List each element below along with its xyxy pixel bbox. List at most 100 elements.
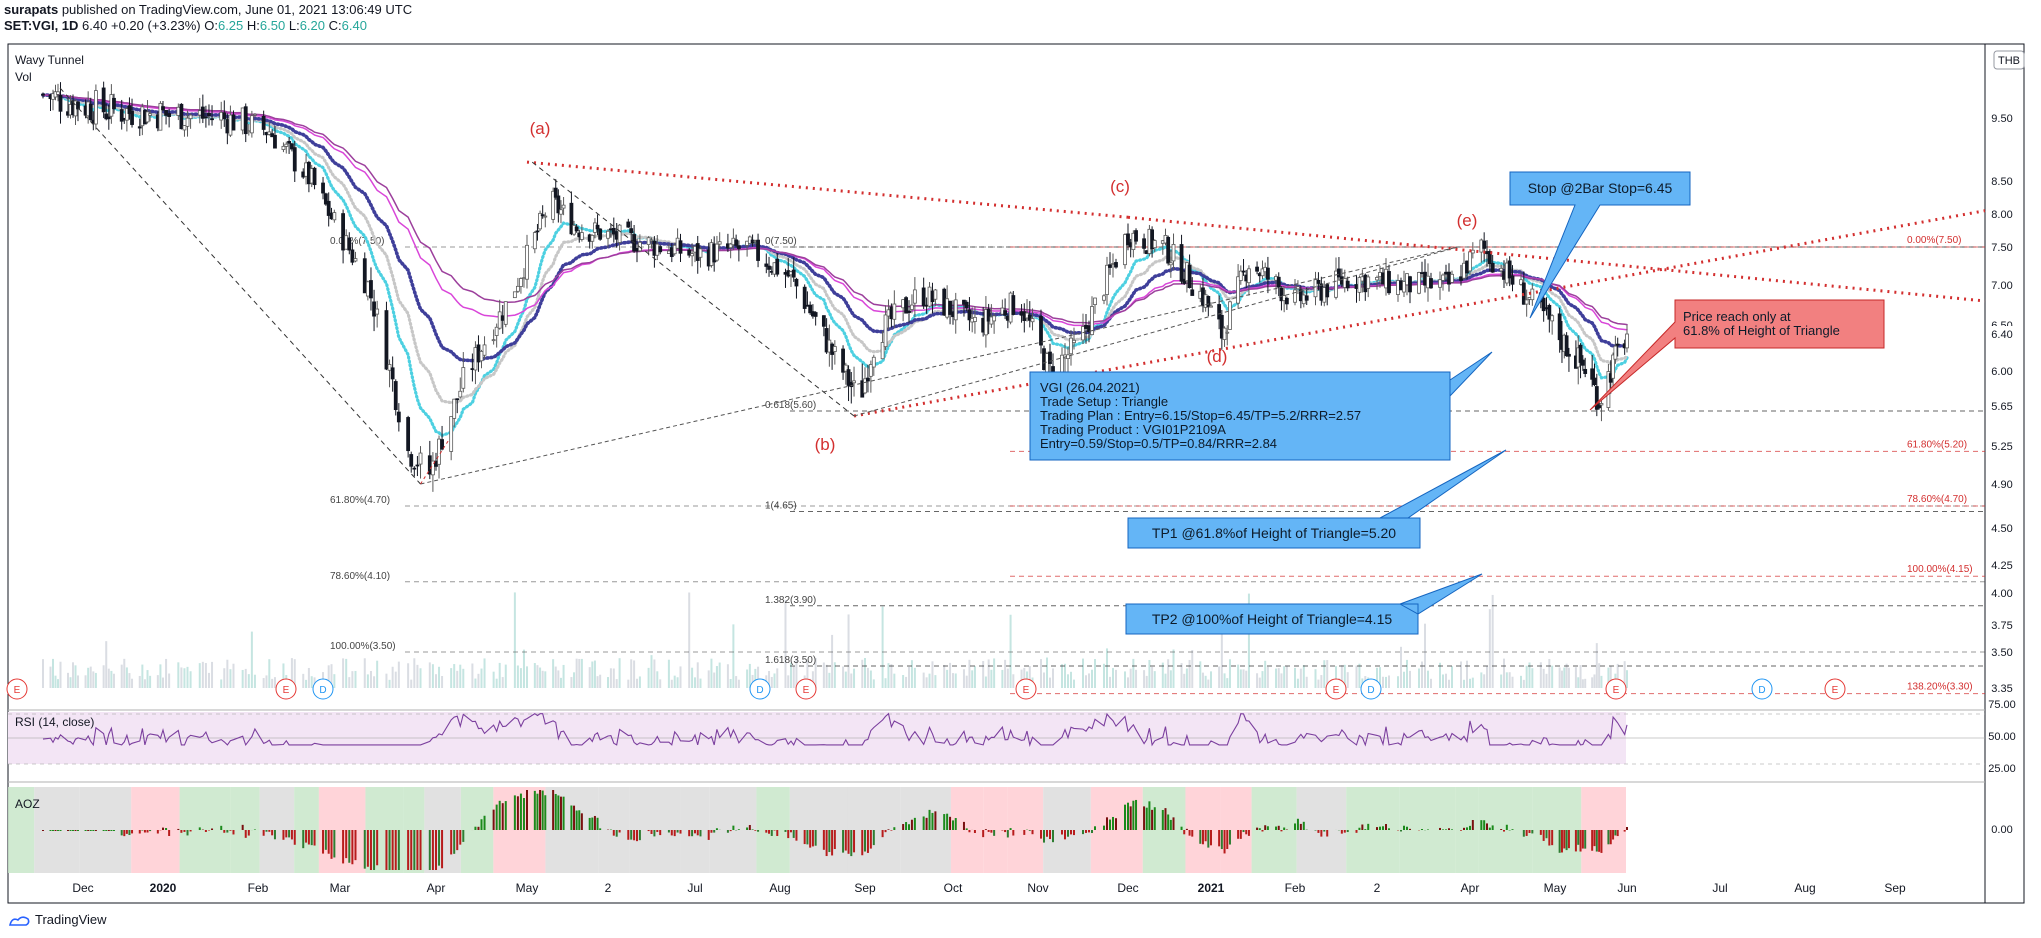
aoz-bar (1299, 823, 1302, 830)
x-tick-label: May (1544, 881, 1567, 895)
volume-bar (141, 664, 144, 688)
candle-body (802, 286, 807, 309)
candle-body (341, 213, 345, 251)
candle-body (197, 110, 202, 116)
volume-bar (1073, 679, 1075, 688)
currency-badge[interactable] (1993, 50, 2025, 70)
volume-bar (345, 658, 348, 688)
indicator-title-wavy-tunnel[interactable]: Wavy Tunnel (15, 53, 84, 67)
volume-bar (376, 660, 379, 688)
aoz-bar (1094, 826, 1096, 830)
x-tick-label: 2021 (1198, 881, 1225, 895)
candle-body (1599, 403, 1604, 406)
candle-body (678, 240, 683, 254)
fib-right-label: 61.80%(5.20) (1907, 439, 1967, 450)
aoz-bar (968, 830, 971, 833)
aoz-bar (1400, 830, 1402, 832)
wave-label-b: (b) (815, 435, 836, 454)
aoz-bar (1169, 819, 1172, 830)
candle-body (1108, 264, 1112, 268)
volume-bar (1164, 673, 1167, 688)
callout-plan-box (1029, 351, 1493, 461)
aoz-bar (1525, 830, 1528, 836)
candle-body (1420, 272, 1424, 274)
candle-body (323, 193, 328, 205)
aoz-bar (1204, 830, 1207, 842)
volume-bar (971, 670, 974, 688)
volume-bar (659, 679, 662, 688)
volume-bar (42, 659, 44, 688)
fib-mid-label: 1.618(3.50) (765, 655, 816, 666)
aoz-bar (1340, 830, 1343, 834)
rsi-tick: 75.00 (1988, 699, 2016, 711)
volume-bar (1228, 659, 1231, 688)
aoz-bar (232, 830, 235, 835)
candle-body (1592, 377, 1597, 386)
volume-bar (1491, 594, 1494, 688)
aoz-bar (128, 830, 131, 836)
volume-bar (1223, 673, 1226, 688)
event-marker-d (749, 678, 771, 700)
candle-body (1304, 295, 1309, 301)
candle-body (1594, 386, 1599, 410)
volume-bar (588, 667, 591, 688)
indicator-title-aoz[interactable]: AOZ (15, 797, 40, 811)
volume-bar (853, 668, 856, 688)
tradingview-footer[interactable]: TradingView (8, 912, 107, 927)
volume-bar (1508, 672, 1511, 688)
volume-bar (1132, 658, 1135, 688)
candle-body (1462, 262, 1466, 279)
aoz-bar (180, 830, 183, 833)
volume-bar (770, 676, 773, 688)
volume-bar (1201, 672, 1204, 688)
aoz-bar (887, 829, 890, 830)
candle-body (396, 411, 401, 423)
candle-body (185, 117, 190, 127)
candle-body (883, 314, 888, 348)
aoz-bar (1172, 817, 1175, 830)
aoz-bar (833, 830, 836, 850)
aoz-bar (1261, 830, 1264, 832)
volume-bar (656, 671, 659, 688)
volume-bar (1088, 673, 1090, 688)
event-marker-label: E (803, 685, 810, 696)
volume-bar (419, 668, 422, 688)
volume-bar (984, 676, 987, 688)
publisher-name[interactable]: surapats (4, 2, 59, 17)
aoz-bar (1115, 818, 1117, 830)
volume-bar (498, 662, 501, 688)
candle-body (1590, 368, 1595, 380)
aoz-bar (226, 830, 229, 833)
volume-bar (869, 670, 872, 688)
aoz-bar (92, 830, 95, 831)
indicator-title-rsi[interactable]: RSI (14, close) (15, 715, 94, 729)
candle-body (1615, 343, 1620, 346)
candle-body (273, 134, 277, 149)
volume-bar (713, 672, 716, 688)
indicator-title-vol[interactable]: Vol (15, 70, 32, 84)
candle-body (365, 281, 370, 297)
candle-body (1402, 281, 1406, 293)
fib-left-label: 0.00%(7.50) (330, 236, 384, 247)
candle-body (1179, 244, 1184, 282)
symbol-label[interactable]: SET:VGI, 1D (4, 18, 79, 33)
aoz-bar (1616, 830, 1619, 837)
volume-bar (177, 662, 180, 688)
aoz-bar (866, 830, 869, 853)
aoz-bar (1317, 830, 1320, 833)
candle-body (543, 215, 548, 218)
candle-body (188, 114, 193, 120)
callout-plan-line: Trading Plan : Entry=6.15/Stop=6.45/TP=5… (1040, 408, 1361, 423)
volume-bar (1445, 673, 1447, 688)
volume-bar (1548, 658, 1551, 688)
aoz-bar (795, 830, 798, 841)
aoz-bar (1258, 828, 1261, 830)
candle-body (1564, 335, 1569, 357)
aoz-bar (588, 817, 591, 830)
candle-body (606, 230, 610, 239)
candle-body (1519, 279, 1523, 285)
volume-bar (792, 665, 795, 688)
